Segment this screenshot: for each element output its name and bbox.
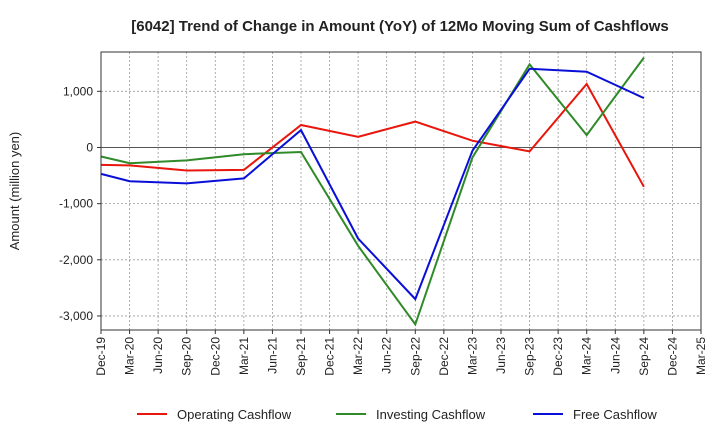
x-tick-label: Sep-23 [523, 337, 537, 376]
plot-frame [100, 51, 702, 331]
y-tick-label: -2,000 [59, 253, 93, 267]
y-axis-ticks: 1,000 0 -1,000 -2,000 -3,000 [59, 84, 101, 323]
series-lines [100, 57, 645, 327]
x-axis-ticks: Dec-19 Mar-20 Jun-20 Sep-20 Dec-20 Mar-21 Jun-… [94, 330, 708, 376]
x-tick-label: Dec-19 [94, 337, 108, 376]
legend: Operating Cashflow Investing Cashflow Free… [137, 407, 657, 422]
x-tick-label: Mar-20 [123, 337, 137, 375]
x-tick-label: Sep-21 [294, 337, 308, 376]
x-tick-label: Mar-24 [580, 337, 594, 375]
x-tick-label: Mar-22 [351, 337, 365, 375]
y-tick-label: -1,000 [59, 197, 93, 211]
y-tick-label: -3,000 [59, 309, 93, 323]
x-tick-label: Dec-21 [323, 337, 337, 376]
x-tick-label: Dec-22 [437, 337, 451, 376]
x-tick-label: Sep-24 [637, 337, 651, 376]
legend-label: Operating Cashflow [177, 407, 292, 422]
x-tick-label: Mar-21 [237, 337, 251, 375]
y-tick-label: 0 [86, 140, 93, 154]
x-tick-label: Dec-20 [208, 337, 222, 376]
x-tick-label: Jun-22 [380, 337, 394, 374]
series-line-investing-cashflow [100, 57, 645, 327]
x-tick-label: Jun-21 [265, 337, 279, 374]
x-tick-label: Sep-20 [180, 337, 194, 376]
x-tick-label: Dec-23 [551, 337, 565, 376]
y-axis-label: Amount (million yen) [7, 132, 22, 251]
x-tick-label: Sep-22 [408, 337, 422, 376]
x-tick-label: Dec-24 [665, 337, 679, 376]
legend-label: Investing Cashflow [376, 407, 486, 422]
series-line-operating-cashflow [100, 82, 645, 188]
legend-label: Free Cashflow [573, 407, 657, 422]
x-tick-label: Jun-20 [151, 337, 165, 374]
series-line-free-cashflow [100, 67, 645, 301]
x-tick-label: Mar-23 [465, 337, 479, 375]
x-tick-label: Mar-25 [694, 337, 708, 375]
x-tick-label: Jun-23 [494, 337, 508, 374]
plot-frame [100, 51, 702, 331]
x-tick-label: Jun-24 [608, 337, 622, 374]
grid [100, 52, 702, 330]
y-tick-label: 1,000 [63, 84, 93, 98]
chart-title: [6042] Trend of Change in Amount (YoY) o… [131, 18, 669, 35]
